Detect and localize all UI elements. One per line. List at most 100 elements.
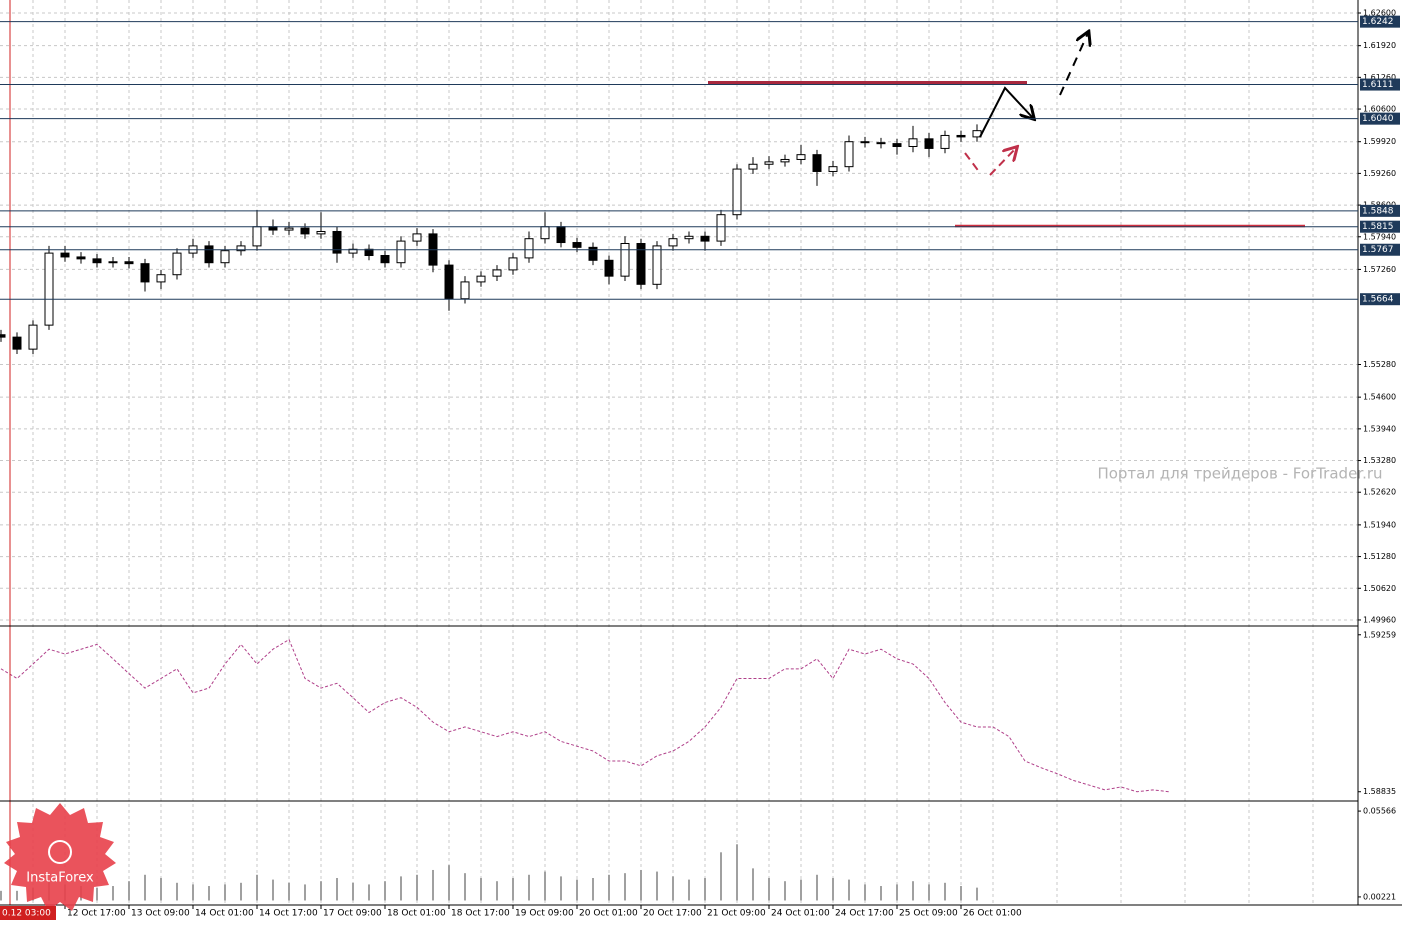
candle-body — [764, 161, 774, 165]
forecast-arrow — [1059, 33, 1088, 96]
candle-body — [476, 275, 486, 283]
level-label: 1.6242 — [1362, 17, 1394, 27]
logo: InstaForex — [4, 803, 116, 911]
candle-body — [844, 141, 854, 168]
candle-body — [156, 274, 166, 283]
logo-badge — [4, 803, 116, 911]
y-tick-label: 1.61920 — [1363, 41, 1396, 50]
indicator-tick-label: 1.58835 — [1363, 787, 1396, 796]
volume-tick-label: 0.00221 — [1363, 892, 1396, 901]
level-label-box — [1360, 220, 1400, 233]
x-tick-label: 20 Oct 01:00 — [579, 909, 638, 919]
level-label: 1.6040 — [1362, 114, 1394, 124]
candle-body — [924, 138, 934, 149]
candle-body — [268, 226, 278, 231]
x-tick-label: 21 Oct 09:00 — [707, 909, 766, 919]
x-tick-label: 24 Oct 17:00 — [835, 909, 894, 919]
candle-body — [572, 242, 582, 248]
x-tick-label: 13 Oct 09:00 — [131, 909, 190, 919]
candle-body — [524, 238, 534, 259]
y-tick-label: 1.62600 — [1363, 9, 1396, 18]
candle-body — [540, 226, 550, 240]
x-tick-label: 20 Oct 17:00 — [643, 909, 702, 919]
level-label: 1.5767 — [1362, 245, 1394, 255]
candle-body — [12, 336, 22, 350]
x-tick-label: 26 Oct 01:00 — [963, 909, 1022, 919]
candle-body — [380, 255, 390, 264]
x-tick-label: 14 Oct 01:00 — [195, 909, 254, 919]
candle-body — [172, 252, 182, 276]
candle-body — [396, 240, 406, 264]
y-tick-label: 1.60600 — [1363, 105, 1396, 114]
candle-body — [300, 227, 310, 235]
candle-body — [76, 256, 86, 260]
y-tick-label: 1.59920 — [1363, 137, 1396, 146]
level-label: 1.6111 — [1362, 80, 1394, 90]
candle-body — [236, 245, 246, 252]
candle-body — [332, 230, 342, 254]
candle-body — [108, 261, 118, 264]
candle-body — [812, 154, 822, 172]
watermark: Портал для трейдеров - ForTrader.ru — [1097, 465, 1382, 483]
x-tick-label: 18 Oct 17:00 — [451, 909, 510, 919]
candle-body — [588, 246, 598, 261]
candle-body — [668, 238, 678, 247]
logo-icon — [48, 840, 72, 864]
level-label-box — [1360, 78, 1400, 91]
x-tick-label: 12 Oct 17:00 — [67, 909, 126, 919]
candle-body — [284, 227, 294, 231]
level-label: 1.5664 — [1362, 295, 1394, 305]
y-tick-label: 1.52620 — [1363, 488, 1396, 497]
y-tick-label: 1.53940 — [1363, 424, 1396, 433]
candle-body — [828, 166, 838, 172]
candle-body — [636, 242, 646, 285]
x-tick-label: 18 Oct 01:00 — [387, 909, 446, 919]
y-tick-label: 1.51280 — [1363, 552, 1396, 561]
candle-body — [316, 230, 326, 235]
y-tick-label: 1.61260 — [1363, 73, 1396, 82]
candle-body — [492, 269, 502, 277]
y-tick-label: 1.55280 — [1363, 360, 1396, 369]
level-label-box — [1360, 112, 1400, 125]
candle-body — [604, 259, 614, 277]
candle-body — [716, 214, 726, 242]
candle-body — [204, 245, 214, 264]
y-tick-label: 1.49960 — [1363, 615, 1396, 624]
candle-body — [956, 134, 966, 138]
candle-body — [0, 334, 6, 338]
y-tick-label: 1.54600 — [1363, 393, 1396, 402]
alt-forecast-arrow — [989, 148, 1016, 176]
candle-body — [892, 143, 902, 148]
candle-body — [556, 226, 566, 244]
candle-body — [860, 141, 870, 144]
x-tick-label: 17 Oct 09:00 — [323, 909, 382, 919]
candle-body — [508, 257, 518, 271]
candle-body — [748, 163, 758, 170]
time-cursor-box — [0, 906, 56, 920]
candle-body — [460, 281, 470, 300]
level-label: 1.5815 — [1362, 222, 1394, 232]
candle-body — [620, 242, 630, 277]
plot — [0, 124, 1170, 901]
forecast-arrow — [979, 86, 1033, 138]
level-label-box — [1360, 243, 1400, 256]
y-tick-label: 1.59260 — [1363, 169, 1396, 178]
y-tick-label: 1.51940 — [1363, 520, 1396, 529]
alt-forecast-arrow — [964, 152, 981, 174]
candle-body — [780, 158, 790, 163]
x-tick-label: 25 Oct 09:00 — [899, 909, 958, 919]
level-label-box — [1360, 204, 1400, 217]
y-tick-label: 1.53280 — [1363, 456, 1396, 465]
y-tick-label: 1.50620 — [1363, 584, 1396, 593]
volume-tick-label: 0.05566 — [1363, 807, 1396, 816]
x-tick-label: 24 Oct 01:00 — [771, 909, 830, 919]
candle-body — [908, 138, 918, 148]
time-cursor-label: 0.12 03:00 — [2, 909, 51, 919]
candle-body — [444, 264, 454, 300]
candle-body — [412, 233, 422, 242]
level-label-box — [1360, 15, 1400, 28]
x-tick-label: 14 Oct 17:00 — [259, 909, 318, 919]
candle-body — [652, 245, 662, 285]
